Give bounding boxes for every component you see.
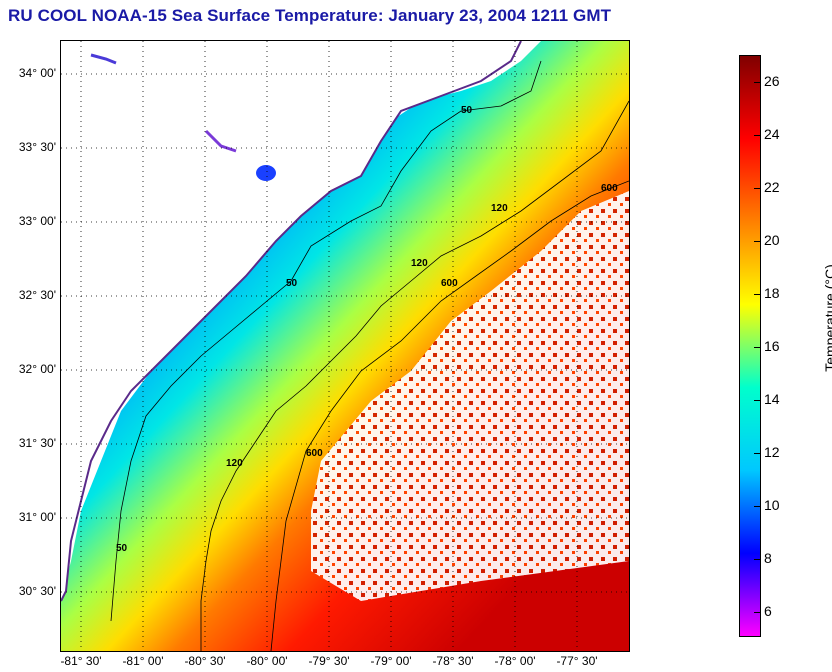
colorbar-label-10: 10 <box>764 497 780 513</box>
colorbar-tick <box>754 241 760 242</box>
contour-label-120-c: 120 <box>226 458 243 469</box>
cloud-mask <box>311 191 629 601</box>
colorbar-label-16: 16 <box>764 338 780 354</box>
colorbar-tick <box>754 506 760 507</box>
lon-label-79-00: -79° 00' <box>370 654 412 668</box>
colorbar-tick <box>754 400 760 401</box>
lat-label-33-30: 33° 30' <box>18 140 56 154</box>
colorbar-tick <box>754 294 760 295</box>
contour-label-120-b: 120 <box>411 258 428 269</box>
lat-label-32-30: 32° 30' <box>18 288 56 302</box>
inland-lake <box>256 165 276 181</box>
colorbar-tick <box>754 559 760 560</box>
colorbar-tick <box>754 347 760 348</box>
lon-label-81-00: -81° 00' <box>122 654 164 668</box>
contour-label-50-b: 50 <box>286 278 298 289</box>
lat-label-31-30: 31° 30' <box>18 436 56 450</box>
graticule <box>61 41 629 651</box>
lon-label-78-00: -78° 00' <box>494 654 536 668</box>
map-title: RU COOL NOAA-15 Sea Surface Temperature:… <box>8 6 612 25</box>
lon-label-81-30: -81° 30' <box>60 654 102 668</box>
inland-river <box>204 129 237 153</box>
colorbar-label-20: 20 <box>764 232 780 248</box>
colorbar-label-8: 8 <box>764 550 772 566</box>
colorbar-tick <box>754 612 760 613</box>
lat-label-34-00: 34° 00' <box>18 66 56 80</box>
contour-label-600-c: 600 <box>306 448 323 459</box>
contour-label-600: 600 <box>601 183 618 194</box>
contour-label-50-c: 50 <box>116 543 128 554</box>
lon-label-79-30: -79° 30' <box>308 654 350 668</box>
colorbar-label-6: 6 <box>764 603 772 619</box>
lat-label-31-00: 31° 00' <box>18 510 56 524</box>
colorbar-tick <box>754 188 760 189</box>
inland-lake-small <box>90 53 117 65</box>
sst-map: 50 50 50 120 120 120 600 600 600 <box>60 40 630 652</box>
land-mass <box>61 41 521 601</box>
colorbar-title: Temperature (°C) <box>822 264 832 372</box>
colorbar-label-12: 12 <box>764 444 780 460</box>
sst-map-svg: 50 50 50 120 120 120 600 600 600 <box>61 41 629 651</box>
contour-600 <box>270 180 629 651</box>
contour-label-600-b: 600 <box>441 278 458 289</box>
contour-label-120: 120 <box>491 203 508 214</box>
lon-label-80-30: -80° 30' <box>184 654 226 668</box>
colorbar-label-22: 22 <box>764 179 780 195</box>
colorbar-label-18: 18 <box>764 285 780 301</box>
coastline <box>61 41 522 602</box>
lon-label-80-00: -80° 00' <box>246 654 288 668</box>
lat-label-30-30: 30° 30' <box>18 584 56 598</box>
colorbar-label-24: 24 <box>764 126 780 142</box>
lat-label-32-00: 32° 00' <box>18 362 56 376</box>
colorbar-tick <box>754 453 760 454</box>
lon-label-78-30: -78° 30' <box>432 654 474 668</box>
colorbar-tick <box>754 135 760 136</box>
colorbar-tick <box>754 82 760 83</box>
contour-label-50: 50 <box>461 105 473 116</box>
temperature-colorbar <box>739 55 761 637</box>
colorbar-label-14: 14 <box>764 391 780 407</box>
lat-label-33-00: 33° 00' <box>18 214 56 228</box>
lon-label-77-30: -77° 30' <box>556 654 598 668</box>
colorbar-label-26: 26 <box>764 73 780 89</box>
contour-120 <box>200 100 629 651</box>
contour-50 <box>110 60 542 622</box>
